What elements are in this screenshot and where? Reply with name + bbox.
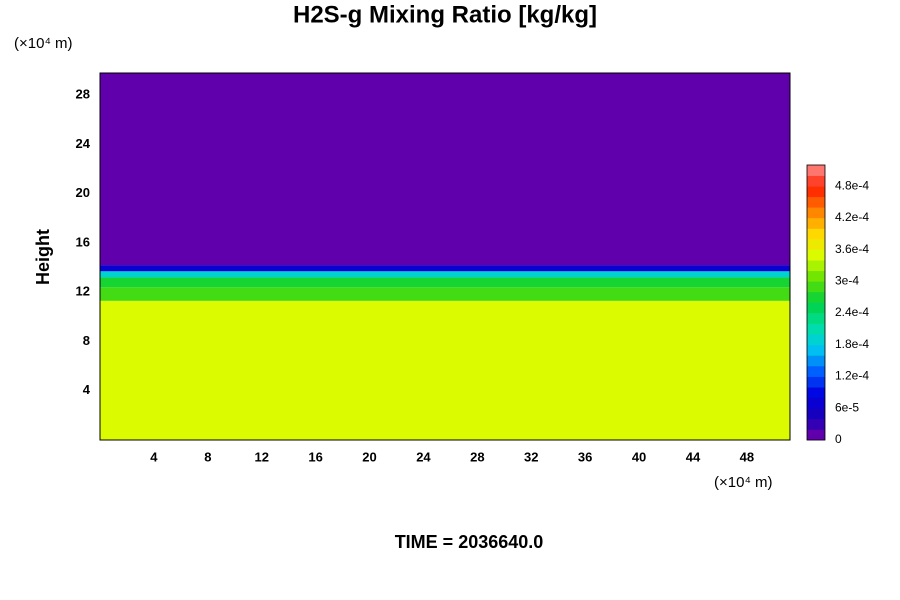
colorbar-band [807, 270, 825, 282]
colorbar-band [807, 249, 825, 261]
colorbar-band [807, 408, 825, 420]
colorbar-band [807, 217, 825, 229]
colorbar-band [807, 429, 825, 441]
footer: TIME = 2036640.0 [395, 532, 544, 552]
colorbar-band [807, 260, 825, 272]
x-tick-label: 36 [578, 449, 592, 464]
colorbar-band [807, 281, 825, 293]
colorbar-tick-label: 6e-5 [835, 400, 859, 414]
colorbar-tick-label: 0 [835, 432, 842, 446]
colorbar-band [807, 365, 825, 377]
colorbar-band [807, 344, 825, 356]
heatmap-cell [100, 300, 790, 440]
y-tick-label: 16 [76, 234, 90, 249]
y-tick-label: 12 [76, 284, 90, 299]
plot-frame [99, 72, 791, 441]
colorbar-band [807, 165, 825, 176]
colorbar-band [807, 207, 825, 219]
colorbar-band [807, 175, 825, 187]
y-tick-label: 24 [76, 136, 91, 151]
x-tick-label: 44 [686, 449, 701, 464]
y-tick-label: 20 [76, 185, 90, 200]
colorbar-band [807, 302, 825, 314]
colorbar-band [807, 355, 825, 367]
colorbar-band [807, 387, 825, 398]
colorbar-band [807, 397, 825, 409]
colorbar-tick-label: 2.4e-4 [835, 305, 869, 319]
y-axis-label: Height [33, 229, 53, 285]
x-tick-label: 4 [150, 449, 158, 464]
colorbar-tick-label: 1.2e-4 [835, 369, 869, 383]
x-tick-label: 16 [308, 449, 322, 464]
x-tick-label: 28 [470, 449, 484, 464]
y-tick-label: 28 [76, 87, 90, 102]
colorbar-band [807, 228, 825, 240]
colorbar-band [807, 313, 825, 324]
heatmap-cell [100, 73, 790, 266]
chart-title: H2S-g Mixing Ratio [kg/kg] [293, 1, 597, 28]
colorbar-tick-label: 3e-4 [835, 274, 859, 288]
colorbar-tick-label: 1.8e-4 [835, 337, 869, 351]
colorbar-band [807, 418, 825, 430]
heatmap-cell [100, 287, 790, 301]
y-tick-label: 8 [83, 333, 90, 348]
colorbar-band [807, 239, 825, 250]
colorbar-band [807, 334, 825, 346]
y-tick-label: 4 [83, 382, 91, 397]
y-unit: (×10⁴ m) [14, 35, 73, 52]
colorbar-band [807, 186, 825, 198]
colorbar-tick-label: 4.2e-4 [835, 210, 869, 224]
heatmap-cell [100, 265, 790, 272]
x-tick-label: 32 [524, 449, 538, 464]
x-tick-label: 8 [204, 449, 211, 464]
x-tick-label: 40 [632, 449, 646, 464]
colorbar-tick-label: 4.8e-4 [835, 178, 869, 192]
x-tick-label: 48 [740, 449, 754, 464]
colorbar-band [807, 196, 825, 208]
heatmap-cell [100, 271, 790, 278]
colorbar-band [807, 291, 825, 303]
colorbar-tick-label: 3.6e-4 [835, 242, 869, 256]
x-tick-label: 24 [416, 449, 431, 464]
heatmap-cell [100, 277, 790, 288]
x-tick-label: 12 [254, 449, 268, 464]
colorbar-frame [806, 164, 826, 441]
x-tick-label: 20 [362, 449, 376, 464]
x-unit: (×10⁴ m) [714, 474, 773, 491]
colorbar-band [807, 323, 825, 335]
colorbar-band [807, 376, 825, 388]
